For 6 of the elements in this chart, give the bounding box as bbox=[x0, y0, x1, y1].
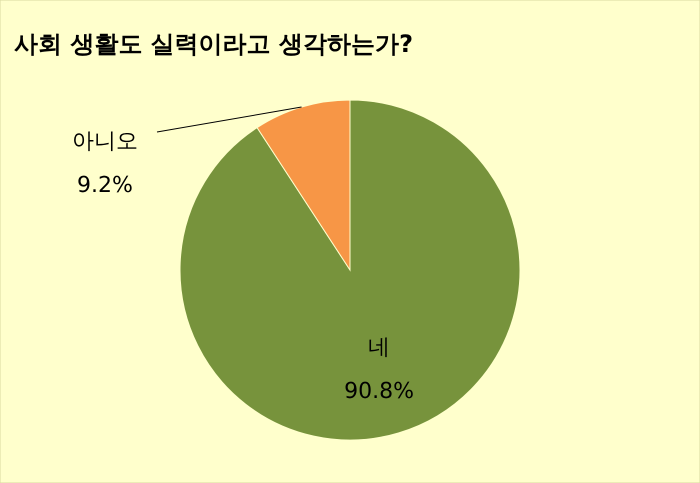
data-label: 9.2% bbox=[77, 173, 133, 198]
data-label: 90.8% bbox=[344, 378, 414, 404]
slice-label: 아니오 bbox=[72, 129, 138, 154]
chart-title: 사회 생활도 실력이라고 생각하는가? bbox=[14, 30, 413, 58]
pie-slice bbox=[180, 100, 520, 440]
slice-label: 네 bbox=[368, 334, 390, 360]
